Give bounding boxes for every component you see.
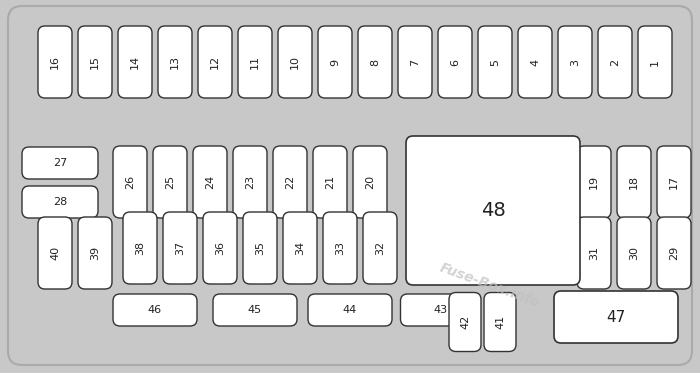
- FancyBboxPatch shape: [657, 146, 691, 218]
- FancyBboxPatch shape: [22, 186, 98, 218]
- Text: 30: 30: [629, 246, 639, 260]
- Text: 34: 34: [295, 241, 305, 255]
- FancyBboxPatch shape: [313, 146, 347, 218]
- FancyBboxPatch shape: [598, 26, 632, 98]
- Text: 3: 3: [570, 59, 580, 66]
- Text: 11: 11: [250, 55, 260, 69]
- FancyBboxPatch shape: [38, 26, 72, 98]
- Text: 43: 43: [433, 305, 447, 315]
- FancyBboxPatch shape: [518, 26, 552, 98]
- FancyBboxPatch shape: [577, 146, 611, 218]
- Text: 36: 36: [215, 241, 225, 255]
- FancyBboxPatch shape: [243, 212, 277, 284]
- Text: 22: 22: [285, 175, 295, 189]
- FancyBboxPatch shape: [78, 26, 112, 98]
- FancyBboxPatch shape: [78, 217, 112, 289]
- FancyBboxPatch shape: [638, 26, 672, 98]
- Text: 32: 32: [375, 241, 385, 255]
- FancyBboxPatch shape: [213, 294, 297, 326]
- Text: 15: 15: [90, 55, 100, 69]
- FancyBboxPatch shape: [153, 146, 187, 218]
- Text: 18: 18: [629, 175, 639, 189]
- Text: 27: 27: [53, 158, 67, 168]
- FancyBboxPatch shape: [323, 212, 357, 284]
- FancyBboxPatch shape: [8, 6, 692, 365]
- Text: 20: 20: [365, 175, 375, 189]
- FancyBboxPatch shape: [113, 294, 197, 326]
- Text: 9: 9: [330, 59, 340, 66]
- Text: 2: 2: [610, 59, 620, 66]
- Text: 39: 39: [90, 246, 100, 260]
- FancyBboxPatch shape: [558, 26, 592, 98]
- FancyBboxPatch shape: [353, 146, 387, 218]
- Text: 19: 19: [589, 175, 599, 189]
- FancyBboxPatch shape: [406, 136, 580, 285]
- Text: 29: 29: [669, 246, 679, 260]
- FancyBboxPatch shape: [617, 217, 651, 289]
- Text: 35: 35: [255, 241, 265, 255]
- Text: 48: 48: [481, 201, 505, 220]
- FancyBboxPatch shape: [193, 146, 227, 218]
- FancyBboxPatch shape: [358, 26, 392, 98]
- Text: 46: 46: [148, 305, 162, 315]
- Text: 37: 37: [175, 241, 185, 255]
- Text: 26: 26: [125, 175, 135, 189]
- FancyBboxPatch shape: [438, 26, 472, 98]
- Text: 16: 16: [50, 55, 60, 69]
- Text: 6: 6: [450, 59, 460, 66]
- Text: 10: 10: [290, 55, 300, 69]
- Text: 28: 28: [53, 197, 67, 207]
- Text: 47: 47: [606, 310, 626, 325]
- FancyBboxPatch shape: [484, 292, 516, 351]
- FancyBboxPatch shape: [158, 26, 192, 98]
- Text: 14: 14: [130, 55, 140, 69]
- Text: 17: 17: [669, 175, 679, 189]
- Text: 13: 13: [170, 55, 180, 69]
- FancyBboxPatch shape: [449, 292, 481, 351]
- Text: 31: 31: [589, 246, 599, 260]
- Text: 23: 23: [245, 175, 255, 189]
- FancyBboxPatch shape: [123, 212, 157, 284]
- FancyBboxPatch shape: [113, 146, 147, 218]
- FancyBboxPatch shape: [657, 217, 691, 289]
- FancyBboxPatch shape: [273, 146, 307, 218]
- Text: 40: 40: [50, 246, 60, 260]
- Text: 41: 41: [495, 315, 505, 329]
- Text: 1: 1: [650, 59, 660, 66]
- FancyBboxPatch shape: [163, 212, 197, 284]
- FancyBboxPatch shape: [363, 212, 397, 284]
- Text: 24: 24: [205, 175, 215, 189]
- FancyBboxPatch shape: [283, 212, 317, 284]
- FancyBboxPatch shape: [198, 26, 232, 98]
- Text: 5: 5: [490, 59, 500, 66]
- FancyBboxPatch shape: [478, 26, 512, 98]
- Text: 33: 33: [335, 241, 345, 255]
- FancyBboxPatch shape: [238, 26, 272, 98]
- FancyBboxPatch shape: [398, 26, 432, 98]
- Text: Fuse-Box.info: Fuse-Box.info: [438, 260, 542, 310]
- FancyBboxPatch shape: [203, 212, 237, 284]
- FancyBboxPatch shape: [22, 147, 98, 179]
- FancyBboxPatch shape: [278, 26, 312, 98]
- Text: 21: 21: [325, 175, 335, 189]
- Text: 45: 45: [248, 305, 262, 315]
- FancyBboxPatch shape: [554, 291, 678, 343]
- FancyBboxPatch shape: [577, 217, 611, 289]
- FancyBboxPatch shape: [400, 294, 480, 326]
- Text: 8: 8: [370, 59, 380, 66]
- Text: 25: 25: [165, 175, 175, 189]
- FancyBboxPatch shape: [308, 294, 392, 326]
- Text: 38: 38: [135, 241, 145, 255]
- FancyBboxPatch shape: [233, 146, 267, 218]
- FancyBboxPatch shape: [38, 217, 72, 289]
- Text: 7: 7: [410, 59, 420, 66]
- FancyBboxPatch shape: [118, 26, 152, 98]
- Text: 42: 42: [460, 315, 470, 329]
- Text: 12: 12: [210, 55, 220, 69]
- FancyBboxPatch shape: [617, 146, 651, 218]
- Text: 44: 44: [343, 305, 357, 315]
- FancyBboxPatch shape: [318, 26, 352, 98]
- Text: 4: 4: [530, 59, 540, 66]
